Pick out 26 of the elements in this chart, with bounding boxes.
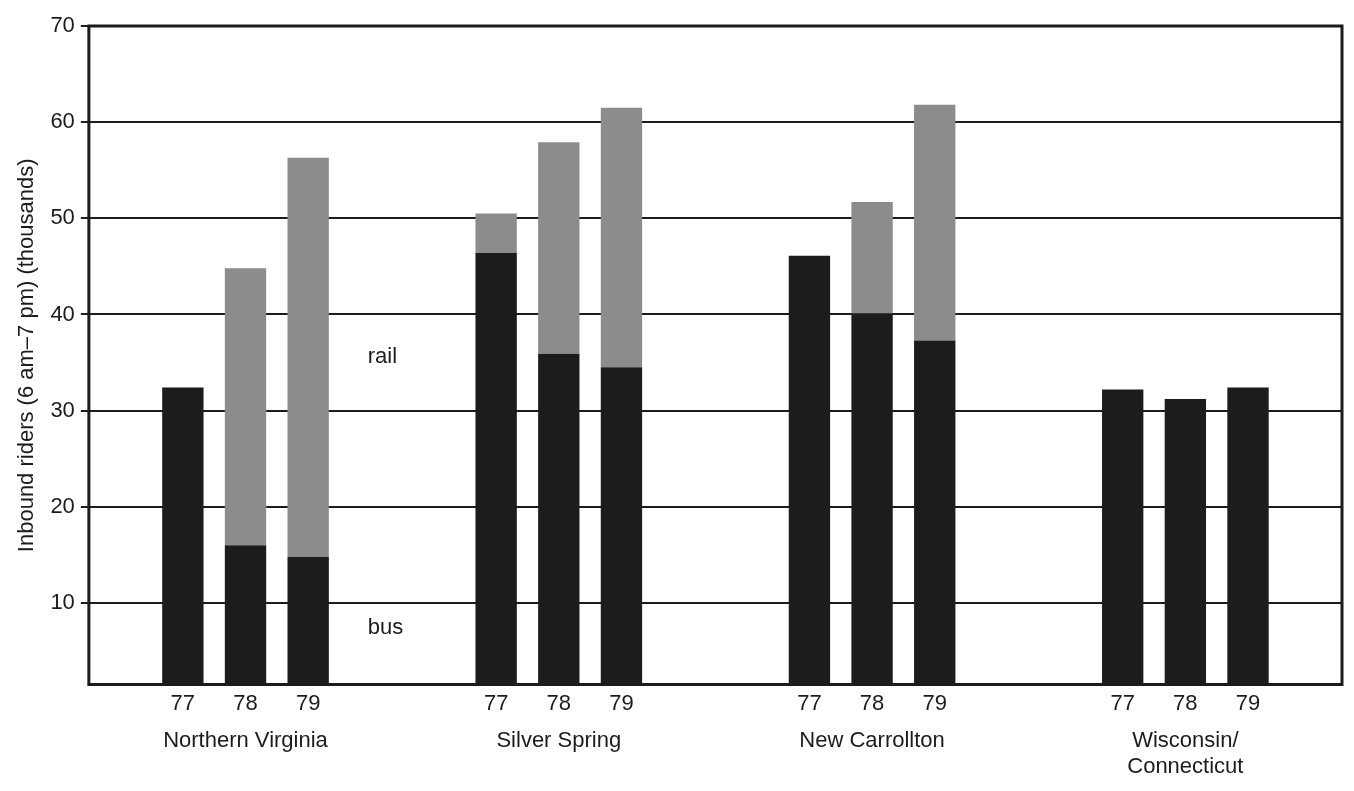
x-tick-label: 77 [483, 689, 509, 715]
x-tick-label: 78 [546, 689, 572, 715]
y-tick-label: 60 [50, 108, 75, 134]
x-tick-label: 78 [233, 689, 258, 715]
x-tick-label: 79 [609, 689, 634, 715]
y-tick-label: 30 [50, 396, 75, 422]
x-tick-label: 77 [1110, 689, 1135, 715]
y-tick-label: 20 [50, 492, 75, 518]
y-axis-title: Inbound riders (6 am–7 pm) (thousands) [13, 158, 39, 553]
x-tick-label: 77 [170, 689, 196, 715]
text: Wisconsin/Connecticut [1127, 726, 1244, 778]
series-label: bus [367, 613, 404, 639]
series-label: rail [367, 343, 398, 369]
x-tick-label: 78 [1173, 689, 1198, 715]
text: Northern Virginia [163, 726, 329, 752]
y-tick-label: 10 [50, 588, 75, 614]
text: Silver Spring [496, 726, 622, 752]
x-tick-label: 79 [922, 689, 947, 715]
y-tick-label: 50 [50, 204, 75, 230]
y-tick-label: 40 [50, 300, 75, 326]
x-tick-label: 79 [1235, 689, 1261, 715]
x-tick-label: 77 [797, 689, 822, 715]
text: New Carrollton [799, 726, 945, 752]
x-tick-label: 78 [859, 689, 885, 715]
x-tick-label: 79 [295, 689, 321, 715]
y-tick-label: 70 [50, 12, 75, 38]
